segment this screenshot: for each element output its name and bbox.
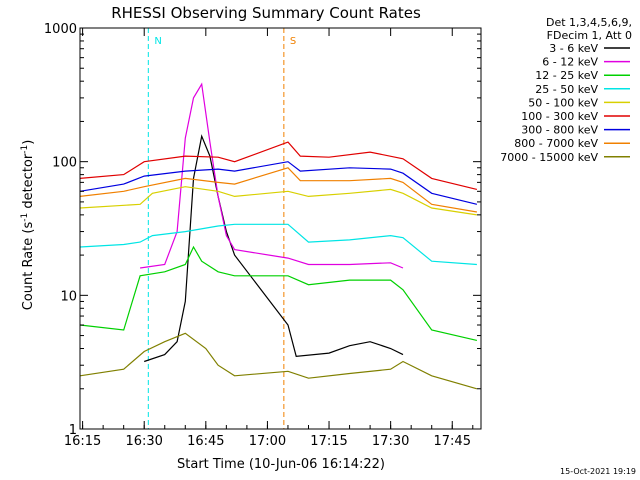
- x-tick-label-0: 16:15: [64, 434, 101, 449]
- series-line-8: [79, 332, 478, 390]
- series-line-2: [79, 245, 478, 341]
- legend-label-1: 6 - 12 keV: [542, 56, 598, 69]
- series-line-7: [79, 167, 478, 213]
- plot-frame: [79, 27, 482, 430]
- x-tick-label-5: 17:30: [372, 434, 409, 449]
- y-tick-label-1: 10: [60, 289, 77, 304]
- series-line-3: [79, 223, 477, 266]
- footer-date: 15-Oct-2021 19:19: [560, 467, 636, 476]
- legend-title-line-2: FDecim 1, Att 0: [547, 29, 632, 42]
- legend-label-0: 3 - 6 keV: [549, 42, 598, 55]
- x-tick-label-1: 16:30: [125, 434, 162, 449]
- y-tick-label-2: 100: [52, 156, 77, 171]
- series-line-1: [140, 82, 404, 269]
- x-axis-label: Start Time (10-Jun-06 16:14:22): [177, 457, 385, 472]
- legend-label-5: 100 - 300 keV: [521, 110, 598, 123]
- legend-label-7: 800 - 7000 keV: [514, 137, 598, 150]
- y-axis-label: Count Rate (s-1 detector-1): [20, 140, 36, 311]
- x-tick-label-2: 16:45: [187, 434, 224, 449]
- legend-label-4: 50 - 100 keV: [528, 96, 598, 109]
- series-line-5: [79, 141, 478, 190]
- legend-label-3: 25 - 50 keV: [535, 83, 598, 96]
- series-line-0: [144, 134, 404, 363]
- flag-label-s: S: [290, 36, 296, 47]
- legend-label-6: 300 - 800 keV: [521, 124, 598, 137]
- chart-title: RHESSI Observing Summary Count Rates: [111, 4, 421, 22]
- legend-title-line-1: Det 1,3,4,5,6,9,: [546, 16, 632, 29]
- y-tick-label-3: 1000: [44, 22, 77, 37]
- x-tick-label-4: 17:15: [310, 434, 347, 449]
- legend-label-8: 7000 - 15000 keV: [500, 151, 598, 164]
- series-line-6: [79, 161, 478, 205]
- x-tick-label-3: 17:00: [249, 434, 286, 449]
- x-tick-label-6: 17:45: [434, 434, 471, 449]
- legend-label-2: 12 - 25 keV: [535, 69, 598, 82]
- flag-label-n: N: [154, 36, 161, 47]
- y-tick-label-0: 1: [69, 423, 77, 438]
- series-line-4: [79, 186, 477, 216]
